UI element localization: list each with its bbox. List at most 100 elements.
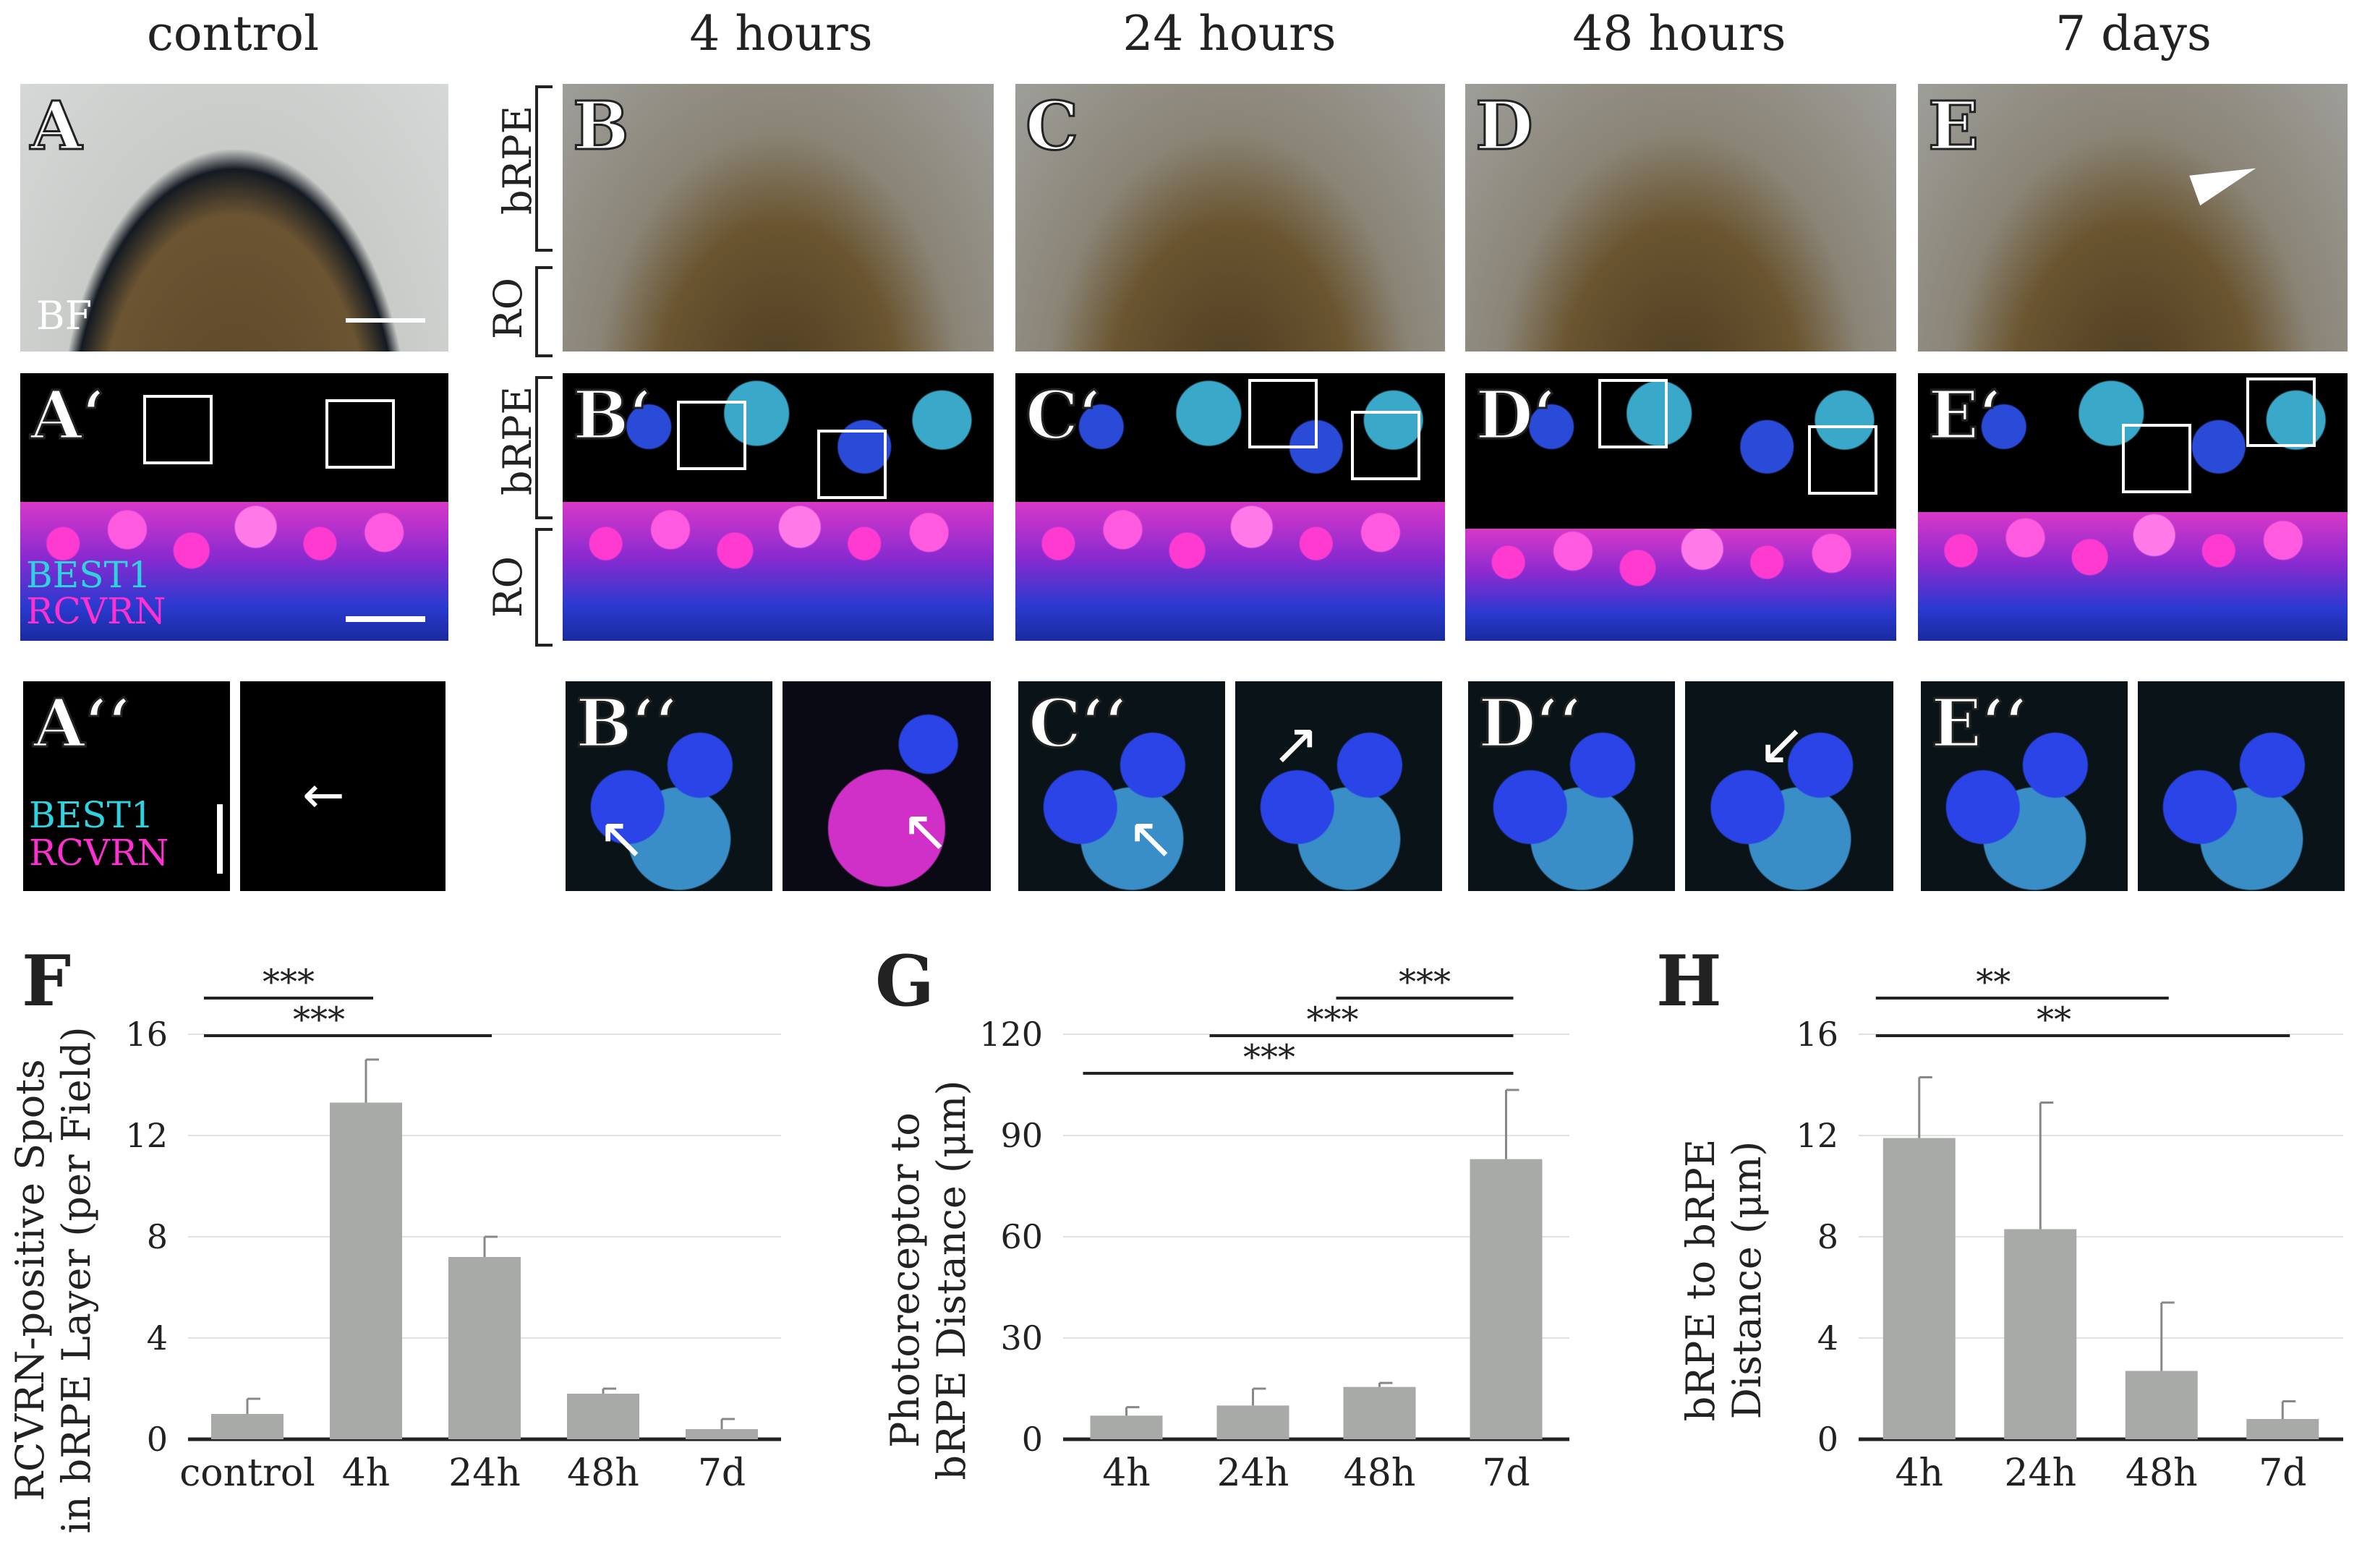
chart-g: 0 30 60 90 120 4h 24h 48h 7d *** *** *** Photorecept… (882, 962, 1569, 1495)
panel-label-e: E (1927, 86, 1979, 166)
bar-7d (1470, 1159, 1543, 1439)
chart-label-f: F (22, 940, 72, 1022)
panel-label-c-prime: C‘ (1024, 375, 1102, 456)
column-title-control: control (146, 6, 320, 61)
panel-c-double-prime-right: ↗ (1232, 678, 1445, 894)
brpe-cells (1015, 373, 1445, 507)
column-title-48-hours: 48 hours (1572, 6, 1786, 61)
brpe-cells (1918, 373, 2348, 507)
bar-48h (567, 1394, 639, 1439)
panel-label-a-double-prime: A‘‘ (32, 683, 132, 764)
bar-4h (1883, 1138, 1956, 1439)
significance-label: *** (1399, 962, 1451, 1002)
column-title-7-days: 7 days (2055, 6, 2212, 61)
bar-48h (2125, 1371, 2198, 1439)
x-tick-label: 48h (1344, 1452, 1416, 1495)
column-title-4-hours: 4 hours (689, 6, 873, 61)
stain-label-rcvrn: RCVRN (29, 832, 169, 874)
inset-box (2122, 424, 2191, 493)
significance-label: ** (1976, 962, 2011, 1002)
bracket-ro-1-left (535, 266, 553, 357)
y-axis-label: in bRPE Layer (per Field) (54, 1026, 99, 1533)
arrowhead-icon (2189, 153, 2261, 206)
y-axis-label: RCVRN-positive Spots (7, 1059, 53, 1501)
photoreceptor-layer (1918, 512, 2348, 641)
y-axis-label: Photoreceptor to (882, 1112, 928, 1448)
photoreceptor-layer (1465, 528, 1896, 641)
panel-label-d-double-prime: D‘‘ (1478, 683, 1584, 764)
x-tick-label: 24h (1217, 1452, 1289, 1495)
scale-bar (346, 318, 425, 323)
bar-24h (1216, 1405, 1289, 1439)
panel-label-a: A (29, 86, 82, 166)
chart-label-g: G (875, 940, 934, 1022)
significance-label: ** (2037, 1000, 2071, 1040)
x-tick-label: 4h (1895, 1452, 1943, 1495)
x-tick-label: 48h (567, 1452, 639, 1495)
bar-24h (448, 1257, 521, 1439)
significance-label: *** (293, 1000, 345, 1040)
y-tick-label: 4 (147, 1318, 168, 1358)
arrow-icon: ← (302, 765, 345, 825)
panel-label-e-prime: E‘ (1927, 375, 2003, 456)
scale-bar (217, 804, 223, 874)
panel-d-brightfield: D (1465, 84, 1896, 351)
panel-label-d: D (1475, 86, 1535, 166)
stain-label-rcvrn: RCVRN (26, 590, 166, 632)
y-tick-label: 12 (125, 1116, 168, 1155)
inset-box (817, 430, 887, 499)
y-tick-label: 4 (1817, 1318, 1838, 1358)
arrow-icon: ↗ (1271, 710, 1321, 777)
panel-d-double-prime-left: D‘‘ (1465, 678, 1678, 894)
significance-label: *** (1307, 1000, 1359, 1040)
bar-4h (1090, 1415, 1163, 1439)
side-label-ro-2: RO (485, 556, 531, 618)
inset-box (1598, 379, 1668, 448)
brpe-cells (563, 373, 994, 507)
x-tick-label: 4h (1102, 1452, 1151, 1495)
inset-box (1808, 425, 1877, 495)
x-tick-label: 48h (2126, 1452, 2198, 1495)
panel-c-brightfield: C (1015, 84, 1445, 351)
bf-label: BF (36, 293, 93, 338)
panel-b-double-prime-left: B‘‘ ↖ (563, 678, 775, 894)
chart-f: 0 4 8 12 16 control 4h 24h 48h 7d ****** RCVRN-posi… (7, 962, 781, 1534)
panel-label-d-prime: D‘ (1475, 375, 1558, 456)
panel-label-b: B (572, 86, 631, 166)
panel-a-brightfield: A BF (20, 84, 448, 351)
bracket-brpe-1-left (535, 85, 553, 252)
chart-h: 0 4 8 12 16 4h 24h 48h 7d ** ** bRPE to bRPE Distanc… (1678, 962, 2343, 1495)
y-axis-label: Distance (μm) (1724, 1141, 1770, 1420)
y-axis-label: bRPE to bRPE (1678, 1139, 1723, 1422)
x-tick-label: 24h (2004, 1452, 2076, 1495)
y-axis-label: bRPE Distance (μm) (929, 1081, 974, 1480)
side-label-brpe-1: bRPE (494, 106, 540, 215)
arrow-icon: ↖ (1127, 804, 1176, 872)
panel-e-double-prime-right (2135, 678, 2348, 894)
side-label-brpe-2: bRPE (494, 386, 540, 495)
panel-label-e-double-prime: E‘‘ (1930, 683, 2029, 764)
y-tick-label: 8 (1817, 1217, 1838, 1256)
inset-box (143, 395, 213, 464)
x-tick-label: 4h (342, 1452, 391, 1495)
y-tick-label: 30 (1000, 1318, 1043, 1358)
stain-label-best1: BEST1 (29, 794, 154, 836)
inset-box (1248, 379, 1318, 448)
panel-d-prime-fluorescence: D‘ (1465, 373, 1896, 641)
bar-7d (686, 1429, 758, 1439)
panel-e-prime-fluorescence: E‘ (1918, 373, 2348, 641)
x-tick-label: 7d (2259, 1452, 2306, 1495)
photoreceptor-layer (563, 501, 994, 641)
y-tick-label: 90 (1000, 1116, 1043, 1155)
y-tick-label: 0 (1022, 1420, 1043, 1459)
y-tick-label: 60 (1000, 1217, 1043, 1256)
y-tick-label: 16 (1796, 1015, 1838, 1054)
bar-7d (2246, 1419, 2319, 1439)
panel-d-double-prime-right: ↙ (1682, 678, 1896, 894)
inset-box (677, 401, 746, 470)
significance-label: *** (1243, 1037, 1295, 1078)
y-tick-label: 120 (979, 1015, 1043, 1054)
arrow-icon: ↙ (1757, 710, 1807, 777)
bracket-brpe-2-left (535, 376, 553, 519)
x-tick-label: control (179, 1452, 315, 1495)
